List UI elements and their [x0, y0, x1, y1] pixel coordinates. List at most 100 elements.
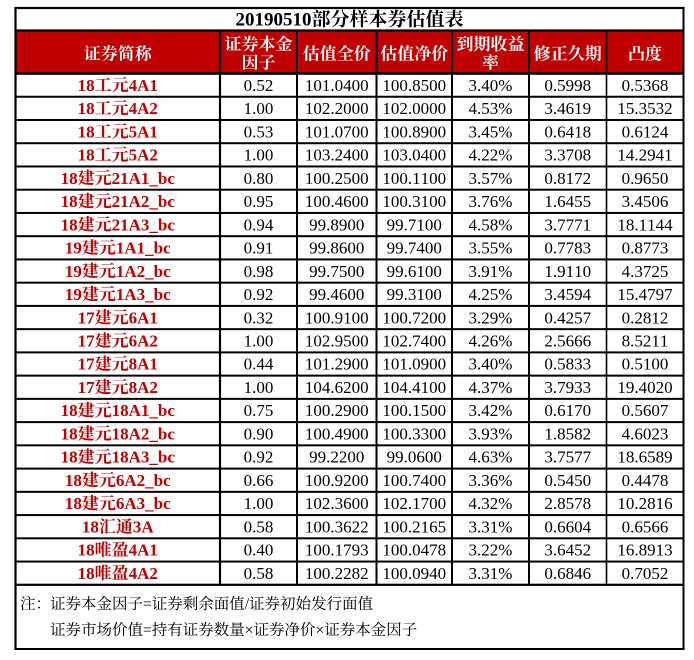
svg-text:0.9650: 0.9650	[622, 169, 669, 188]
svg-text:×: ×	[315, 622, 324, 639]
svg-text:18: 18	[61, 192, 78, 211]
svg-text:17: 17	[78, 308, 96, 327]
svg-text:0.94: 0.94	[244, 215, 274, 234]
svg-text:100.9100: 100.9100	[305, 308, 369, 327]
svg-text:0.80: 0.80	[244, 169, 274, 188]
svg-text:0.5998: 0.5998	[544, 76, 591, 95]
svg-text:8A1: 8A1	[129, 355, 158, 374]
svg-text:3A: 3A	[133, 517, 155, 536]
svg-text:100.8900: 100.8900	[382, 122, 446, 141]
svg-text:0.5368: 0.5368	[622, 76, 669, 95]
svg-text:3.4594: 3.4594	[544, 285, 591, 304]
svg-text:3.40%: 3.40%	[469, 355, 513, 374]
svg-text:100.3622: 100.3622	[305, 517, 369, 536]
svg-text:18: 18	[78, 146, 95, 165]
svg-text:100.2500: 100.2500	[305, 169, 369, 188]
svg-text:1.00: 1.00	[244, 332, 274, 351]
svg-text:18: 18	[65, 471, 82, 490]
svg-text:101.0900: 101.0900	[382, 355, 446, 374]
svg-text:18: 18	[78, 541, 95, 560]
svg-text:21A1_bc: 21A1_bc	[112, 169, 176, 188]
svg-text:19: 19	[65, 239, 82, 258]
svg-text:99.6100: 99.6100	[387, 262, 442, 281]
svg-text:×: ×	[245, 622, 254, 639]
svg-text:6A1: 6A1	[129, 308, 158, 327]
svg-text:4A1: 4A1	[129, 541, 158, 560]
svg-text:0.6604: 0.6604	[544, 517, 591, 536]
svg-text:/: /	[245, 596, 250, 613]
svg-text:0.7052: 0.7052	[622, 564, 669, 583]
svg-text:0.58: 0.58	[244, 517, 274, 536]
svg-text:3.6452: 3.6452	[544, 541, 591, 560]
svg-text:18: 18	[61, 424, 78, 443]
svg-text:104.4100: 104.4100	[382, 378, 446, 397]
svg-text:19: 19	[65, 262, 82, 281]
svg-text:100.1500: 100.1500	[382, 401, 446, 420]
svg-text:99.7100: 99.7100	[387, 215, 442, 234]
svg-text:1.00: 1.00	[244, 99, 274, 118]
svg-text:19.4020: 19.4020	[617, 378, 672, 397]
svg-text:100.7200: 100.7200	[382, 308, 446, 327]
svg-text:100.4600: 100.4600	[305, 192, 369, 211]
svg-text:0.6846: 0.6846	[544, 564, 591, 583]
svg-text:99.7400: 99.7400	[387, 239, 442, 258]
svg-text:8A2: 8A2	[129, 378, 158, 397]
svg-text:18: 18	[78, 122, 95, 141]
svg-text:18.6589: 18.6589	[617, 448, 672, 467]
svg-text:3.42%: 3.42%	[469, 401, 513, 420]
svg-text:0.8172: 0.8172	[544, 169, 591, 188]
svg-text:0.53: 0.53	[244, 122, 274, 141]
svg-text:0.6170: 0.6170	[544, 401, 591, 420]
svg-text:15.4797: 15.4797	[617, 285, 673, 304]
svg-text:18: 18	[78, 76, 95, 95]
svg-text:17: 17	[78, 332, 96, 351]
svg-text:18: 18	[78, 564, 95, 583]
svg-text:20190510: 20190510	[236, 10, 312, 31]
svg-text:100.3300: 100.3300	[382, 424, 446, 443]
svg-text:15.3532: 15.3532	[617, 99, 672, 118]
svg-text:3.7771: 3.7771	[544, 215, 591, 234]
svg-text:3.7577: 3.7577	[544, 448, 591, 467]
svg-text:2.8578: 2.8578	[544, 494, 591, 513]
svg-text:0.92: 0.92	[244, 285, 274, 304]
svg-text:18: 18	[82, 517, 99, 536]
svg-text:=: =	[143, 622, 152, 639]
svg-text:18: 18	[61, 448, 78, 467]
svg-text:3.45%: 3.45%	[469, 122, 513, 141]
svg-text:3.7933: 3.7933	[544, 378, 591, 397]
svg-text:16.8913: 16.8913	[617, 541, 672, 560]
svg-text:3.29%: 3.29%	[469, 308, 513, 327]
svg-text:0.5833: 0.5833	[544, 355, 591, 374]
svg-text:100.3100: 100.3100	[382, 192, 446, 211]
svg-text:4A2: 4A2	[129, 99, 158, 118]
svg-text:100.2165: 100.2165	[382, 517, 446, 536]
svg-text:0.92: 0.92	[244, 448, 274, 467]
svg-text:99.0600: 99.0600	[387, 448, 442, 467]
svg-text:0.40: 0.40	[244, 541, 274, 560]
svg-text:0.7783: 0.7783	[544, 239, 591, 258]
svg-text:1.8582: 1.8582	[544, 424, 591, 443]
svg-text:0.91: 0.91	[244, 239, 274, 258]
svg-text:0.5100: 0.5100	[622, 355, 669, 374]
svg-text:3.55%: 3.55%	[469, 239, 513, 258]
svg-text:0.6566: 0.6566	[622, 517, 669, 536]
svg-text:4.53%: 4.53%	[469, 99, 513, 118]
svg-text:4.32%: 4.32%	[469, 494, 513, 513]
svg-text:21A2_bc: 21A2_bc	[112, 192, 176, 211]
svg-text:4.22%: 4.22%	[469, 146, 513, 165]
svg-text:0.2812: 0.2812	[622, 308, 669, 327]
svg-text:18: 18	[65, 494, 82, 513]
svg-text:18: 18	[61, 215, 78, 234]
svg-text:3.40%: 3.40%	[469, 76, 513, 95]
svg-text:4.37%: 4.37%	[469, 378, 513, 397]
svg-text:18A1_bc: 18A1_bc	[112, 401, 176, 420]
svg-text:0.98: 0.98	[244, 262, 274, 281]
svg-text:0.4257: 0.4257	[544, 308, 591, 327]
svg-text:3.57%: 3.57%	[469, 169, 513, 188]
svg-text:3.4506: 3.4506	[622, 192, 669, 211]
svg-text:6A3_bc: 6A3_bc	[116, 494, 171, 513]
svg-text:3.36%: 3.36%	[469, 471, 513, 490]
svg-text:0.8773: 0.8773	[622, 239, 669, 258]
svg-text:18A3_bc: 18A3_bc	[112, 448, 176, 467]
svg-text:0.58: 0.58	[244, 564, 274, 583]
